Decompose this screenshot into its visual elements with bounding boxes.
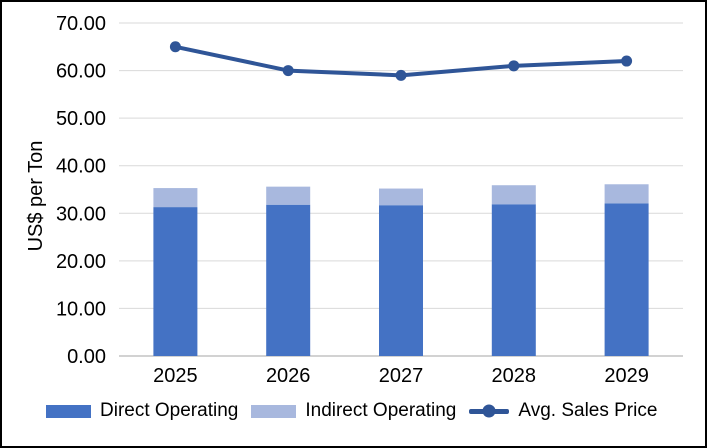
- bar-indirect-operating-2029: [604, 184, 649, 204]
- bar-direct-operating-2026: [266, 204, 311, 356]
- avg-sales-price-marker-2028: [508, 60, 520, 72]
- legend-line-swatch-avg-sales-price: [469, 404, 510, 418]
- x-label-2026: 2026: [266, 365, 311, 387]
- avg-sales-price-marker-2026: [282, 65, 294, 77]
- y-tick-label-20.00: 20.00: [56, 251, 106, 273]
- y-tick-label-50.00: 50.00: [56, 108, 106, 130]
- bar-indirect-operating-2026: [266, 186, 311, 205]
- y-tick-label-70.00: 70.00: [56, 13, 106, 35]
- bar-direct-operating-2028: [491, 204, 536, 356]
- legend-swatch-direct-operating: [46, 404, 91, 418]
- x-label-2025: 2025: [153, 365, 198, 387]
- legend: Direct Operating Indirect Operating Avg.…: [46, 399, 657, 423]
- legend-swatch-indirect-operating: [251, 404, 297, 418]
- y-tick-label-10.00: 10.00: [56, 298, 106, 320]
- legend-item-avg-sales-price: Avg. Sales Price: [469, 400, 657, 422]
- legend-label-avg-sales-price: Avg. Sales Price: [518, 400, 658, 421]
- y-tick-label-30.00: 30.00: [56, 203, 106, 225]
- x-label-2027: 2027: [379, 365, 424, 387]
- avg-sales-price-marker-2025: [169, 41, 181, 53]
- y-axis-tick-labels: 0.00 10.00 20.00 30.00 40.00 50.00 60.00 70.00: [56, 13, 106, 368]
- x-label-2028: 2028: [492, 365, 537, 387]
- legend-label-direct-operating: Direct Operating: [100, 400, 239, 421]
- y-tick-label-0.00: 0.00: [67, 346, 106, 368]
- stacked-bar-series: [153, 184, 649, 356]
- bar-indirect-operating-2028: [491, 185, 536, 205]
- bar-indirect-operating-2025: [153, 188, 198, 208]
- legend-label-indirect-operating: Indirect Operating: [305, 400, 457, 421]
- x-axis-category-labels: 2025 2026 2027 2028 2029: [153, 365, 649, 387]
- legend-item-direct-operating: Direct Operating: [46, 400, 238, 422]
- avg-sales-price-marker-2027: [395, 69, 407, 81]
- x-label-2029: 2029: [604, 365, 649, 387]
- bar-direct-operating-2027: [379, 205, 423, 356]
- bar-direct-operating-2025: [153, 207, 198, 356]
- y-axis-title: US$ per Ton: [25, 141, 47, 252]
- y-tick-label-40.00: 40.00: [56, 156, 106, 178]
- avg-sales-price-marker-2029: [621, 55, 633, 67]
- avg-sales-price-line-series: [169, 41, 633, 81]
- legend-marker-dot-icon: [482, 404, 496, 418]
- bar-indirect-operating-2027: [379, 188, 423, 206]
- y-tick-label-60.00: 60.00: [56, 61, 106, 83]
- legend-item-indirect-operating: Indirect Operating: [251, 400, 456, 422]
- bar-direct-operating-2029: [604, 203, 649, 356]
